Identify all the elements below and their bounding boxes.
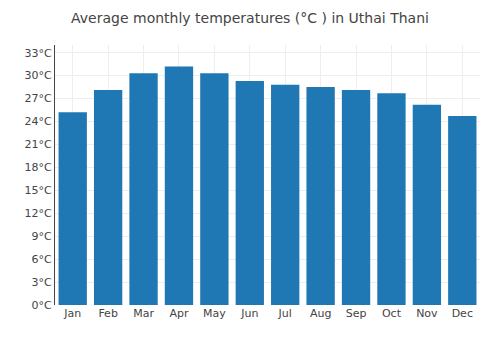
- svg-text:9°C: 9°C: [32, 230, 52, 243]
- svg-text:3°C: 3°C: [32, 276, 52, 289]
- svg-text:Feb: Feb: [98, 307, 117, 320]
- svg-text:0°C: 0°C: [32, 299, 52, 312]
- svg-text:6°C: 6°C: [32, 253, 52, 266]
- svg-text:Jan: Jan: [63, 307, 81, 320]
- svg-text:Sep: Sep: [346, 307, 367, 320]
- svg-text:Mar: Mar: [133, 307, 154, 320]
- svg-text:Aug: Aug: [310, 307, 331, 320]
- svg-text:33°C: 33°C: [25, 47, 52, 60]
- svg-text:12°C: 12°C: [25, 207, 52, 220]
- svg-text:30°C: 30°C: [25, 69, 52, 82]
- svg-text:Oct: Oct: [382, 307, 402, 320]
- svg-text:Apr: Apr: [169, 307, 189, 320]
- svg-text:Average monthly temperatures (: Average monthly temperatures (°C ) in Ut…: [71, 10, 429, 26]
- svg-text:Jul: Jul: [278, 307, 292, 320]
- svg-text:Dec: Dec: [452, 307, 473, 320]
- svg-text:May: May: [203, 307, 226, 320]
- svg-text:18°C: 18°C: [25, 161, 52, 174]
- svg-text:Jun: Jun: [240, 307, 258, 320]
- svg-text:Nov: Nov: [416, 307, 438, 320]
- svg-text:21°C: 21°C: [25, 138, 52, 151]
- svg-text:24°C: 24°C: [25, 115, 52, 128]
- svg-text:15°C: 15°C: [25, 184, 52, 197]
- svg-text:27°C: 27°C: [25, 92, 52, 105]
